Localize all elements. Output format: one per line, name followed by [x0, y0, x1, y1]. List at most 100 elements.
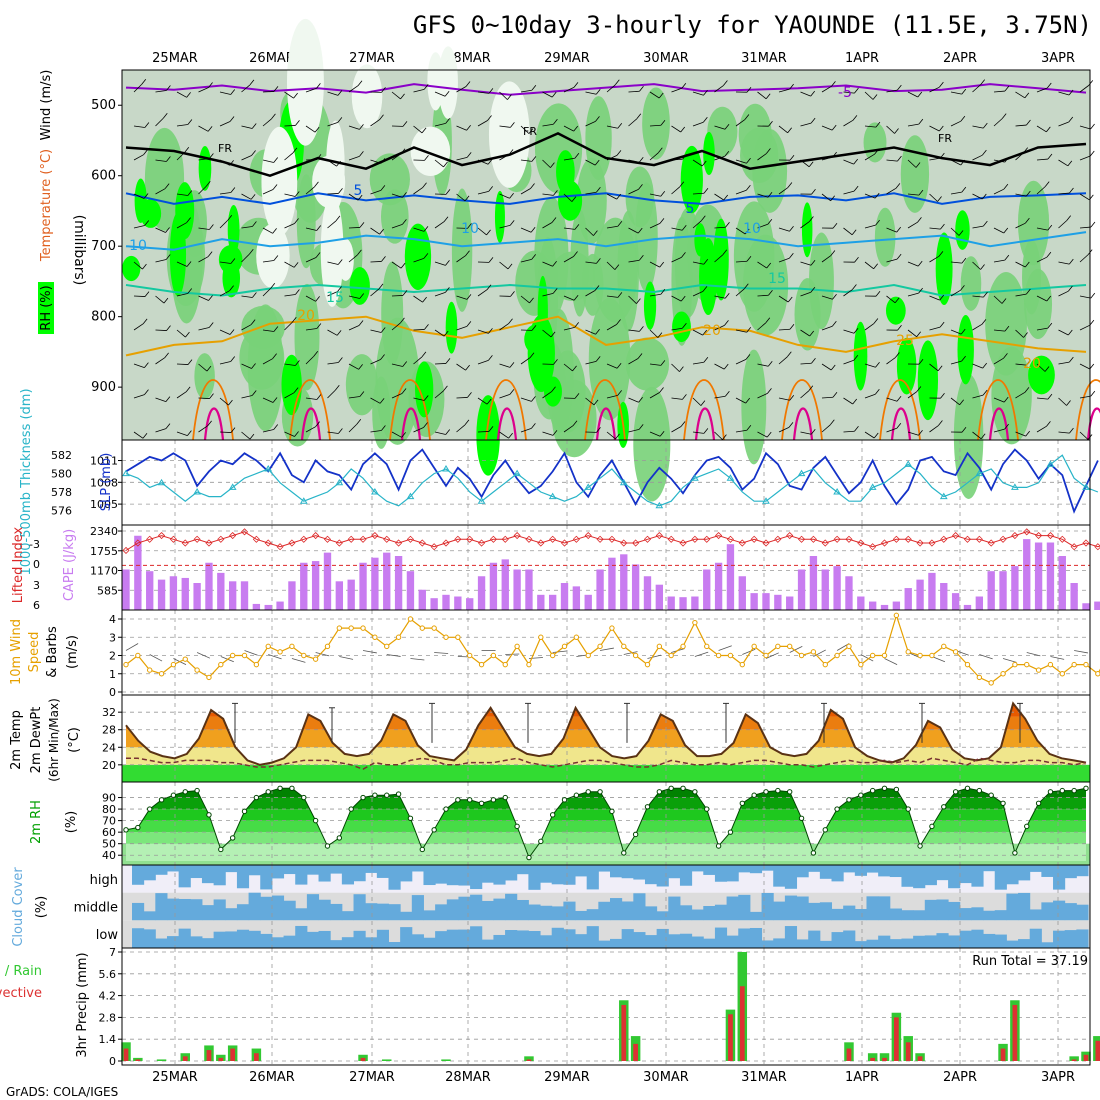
thickness-tick-label: 576 — [51, 504, 72, 517]
wind-barb — [821, 125, 833, 131]
wind-barb — [327, 159, 337, 167]
wind-10m-barb — [647, 654, 662, 659]
wind-10m-barb — [1026, 652, 1041, 657]
wind-barb — [950, 261, 962, 264]
wind-barb — [907, 391, 918, 399]
wind-barb-flag — [723, 80, 728, 86]
wind-barb-flag — [810, 429, 816, 435]
wind-barb-flag — [551, 386, 556, 392]
rh-moist-region — [1024, 268, 1053, 340]
cloud-cover-cell — [1076, 904, 1089, 921]
cloud-cover-cell — [679, 865, 693, 886]
wind-barb-flag — [338, 188, 343, 194]
thickness-marker — [513, 469, 521, 477]
wind-barb-flag — [680, 295, 686, 302]
rh-2m-marker — [490, 797, 497, 803]
wind-barb — [972, 225, 984, 229]
wind-barb-flag — [209, 224, 214, 230]
wind-barb-flag — [939, 294, 945, 301]
wind-barb-flag — [918, 189, 924, 196]
li-marker — [371, 531, 379, 540]
thickness-marker — [655, 501, 664, 509]
wind-speed-marker — [929, 652, 935, 659]
cloud-cover-cell — [225, 931, 238, 948]
wind-barb — [993, 295, 1003, 304]
wind-barb — [821, 295, 833, 300]
cape-bar — [501, 559, 509, 610]
rh-moist-region — [707, 106, 738, 157]
wind-barb-flag — [915, 162, 921, 168]
precip-tick-label: 4.2 — [99, 990, 117, 1003]
cape-bar — [916, 579, 924, 610]
rh-tick-label: 60 — [102, 826, 116, 839]
wind-speed-marker — [372, 634, 378, 640]
li-marker — [726, 535, 735, 543]
wind-barb — [585, 191, 597, 195]
contour-label: 20 — [1023, 356, 1041, 372]
cloud-cover-cell — [866, 939, 879, 948]
rh-2m-marker — [692, 789, 698, 795]
wind-barb — [155, 357, 165, 365]
cloud-level-label: middle — [74, 901, 118, 916]
wind-barb-flag — [208, 82, 213, 88]
precip-convective-bar — [846, 1048, 852, 1061]
wind-speed-marker — [526, 661, 532, 668]
wind-barb-flag — [616, 319, 621, 325]
precip-total-bar — [879, 1053, 890, 1061]
cloud-cover-cell — [866, 896, 879, 921]
wind-speed-marker — [597, 643, 603, 650]
wind-barb — [284, 193, 296, 197]
precip-convective-bar — [123, 1048, 129, 1061]
cloud-cover-cell — [528, 904, 541, 921]
wind-barb-flag — [531, 396, 536, 402]
wind-barb — [434, 122, 446, 127]
wind-barb-flag — [400, 148, 406, 154]
rh-saturated-region — [122, 255, 141, 282]
wind-barb-flag — [895, 183, 901, 189]
wind-speed-marker — [407, 616, 414, 622]
li-marker — [477, 539, 486, 547]
cloud-cover-cell — [365, 937, 378, 948]
wind-barb-flag — [165, 396, 171, 402]
cloud-cover-cell — [470, 926, 483, 948]
cloud-cover-cell — [598, 940, 611, 948]
wind-10m-barb — [244, 650, 258, 656]
wind-barb-flag — [766, 262, 772, 269]
wind-barb-flag — [508, 432, 513, 439]
wind-barb — [520, 397, 532, 402]
wind-barb-flag — [766, 431, 772, 438]
cape-bar — [703, 569, 711, 610]
rh-moist-region — [576, 157, 607, 244]
wind-barb-flag — [357, 194, 363, 201]
cape-bar — [430, 598, 438, 610]
wind-barb-flag — [249, 79, 255, 86]
wind-barb — [563, 363, 573, 372]
rh-moist-region — [625, 337, 670, 391]
rh-saturated-region — [227, 205, 240, 255]
panel-frame — [121, 947, 1091, 1066]
wind-tick-label: 3 — [109, 631, 116, 644]
thickness-marker — [868, 483, 877, 490]
wind-barb — [305, 397, 317, 400]
cloud-cover-cell — [959, 908, 972, 921]
li-marker — [833, 535, 841, 543]
wind-barb — [520, 357, 531, 365]
wind-barb-flag — [636, 298, 641, 304]
wind-barb-flag — [1047, 224, 1053, 231]
temp-2m-line — [125, 701, 1087, 766]
wind-barb — [327, 220, 337, 229]
cloud-cover-cell — [610, 938, 623, 948]
wind-barb-flag — [1066, 400, 1071, 406]
li-marker — [691, 535, 699, 543]
cloud-cover-cell — [936, 865, 949, 881]
wind-barb-flag — [550, 331, 556, 338]
wind-barb-flag — [897, 155, 902, 162]
wind-barb — [370, 227, 380, 235]
wind-barb-flag — [400, 262, 406, 269]
wind-barb-flag — [917, 260, 923, 267]
wind-barb — [219, 397, 229, 406]
wind-barb — [1036, 125, 1047, 133]
cloud-cover-cell — [505, 893, 518, 921]
wind-barb — [262, 260, 274, 263]
rh-saturated-region — [198, 146, 212, 191]
